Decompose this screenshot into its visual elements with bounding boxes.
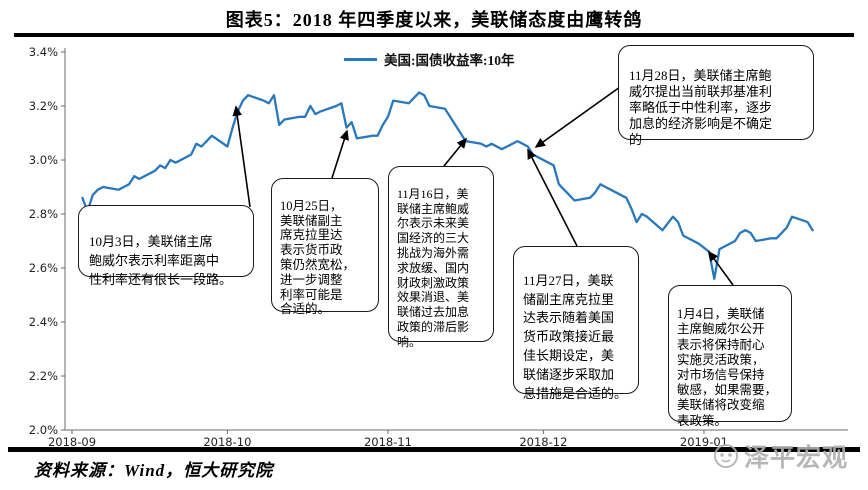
legend-line-swatch <box>344 57 377 61</box>
annotation-arrow <box>708 250 734 286</box>
bottom-divider <box>8 447 860 452</box>
y-tick-label: 3.4% <box>29 45 58 59</box>
callout-nov28: 11月28日，美联储主席鲍 威尔提出当前联邦基准利 率略低于中性利率，逐步 加息… <box>618 45 814 147</box>
brand-name: 泽平宏观 <box>744 445 849 472</box>
y-tick-label: 3.2% <box>29 99 58 113</box>
callout-jan4-text: 1月4日，美联储 主席鲍威尔公开 表示将保持耐心 实施灵活政策， 对市场信号保持… <box>677 307 778 428</box>
legend-label: 美国:国债收益率:10年 <box>384 53 515 68</box>
x-tick-label: 2018-09 <box>48 435 96 449</box>
callout-oct25: 10月25日， 美联储副主 席克拉里达 表示货币政 策仍然宽松， 进一步调整 利… <box>271 178 379 316</box>
annotation-arrow <box>443 137 468 167</box>
panda-circle-logo-icon <box>714 444 738 468</box>
y-tick-label: 2.6% <box>29 261 58 275</box>
x-tick-label: 2018-12 <box>519 435 567 449</box>
x-tick-label: 2018-11 <box>364 435 412 449</box>
x-tick-label: 2018-10 <box>203 435 251 449</box>
callout-nov28-text: 11月28日，美联储主席鲍 威尔提出当前联邦基准利 率略低于中性利率，逐步 加息… <box>629 68 773 147</box>
x-tick-label: 2019-01 <box>680 435 728 449</box>
annotation-arrow <box>527 148 578 247</box>
source-note: 资料来源：Wind，恒大研究院 <box>34 461 274 480</box>
y-tick-label: 2.4% <box>29 315 58 329</box>
callout-nov16: 11月16日，美 联储主席鲍威 尔表示未来美 国经济的三大 挑战为海外需 求放缓… <box>388 166 494 349</box>
y-tick-label: 3.0% <box>29 153 58 167</box>
annotation-arrow <box>232 105 251 208</box>
top-divider <box>14 33 854 37</box>
callout-nov16-text: 11月16日，美 联储主席鲍威 尔表示未来美 国经济的三大 挑战为海外需 求放缓… <box>397 186 470 349</box>
callout-oct3: 10月3日，美联储主席 鲍威尔表示利率距离中 性利率还有很长一段路。 <box>78 205 254 287</box>
chart-legend: 美国:国债收益率:10年 <box>344 49 515 69</box>
callout-oct3-text: 10月3日，美联储主席 鲍威尔表示利率距离中 性利率还有很长一段路。 <box>89 234 233 287</box>
y-tick-label: 2.8% <box>29 207 58 221</box>
callout-nov27-text: 11月27日，美联 储副主席克拉里 达表示随着美国 货币政策接近最 佳长期设定，… <box>523 272 628 401</box>
annotation-arrow <box>534 86 621 148</box>
yield-line <box>81 91 814 280</box>
callout-jan4: 1月4日，美联储 主席鲍威尔公开 表示将保持耐心 实施灵活政策， 对市场信号保持… <box>668 285 792 428</box>
annotation-arrow <box>331 129 349 179</box>
y-tick-label: 2.2% <box>29 369 58 383</box>
brand-watermark: 泽平宏观 <box>712 438 848 474</box>
page-title: 图表5：2018 年四季度以来，美联储态度由鹰转鸽 <box>225 10 643 30</box>
y-tick-label: 2.0% <box>29 423 58 437</box>
callout-oct25-text: 10月25日， 美联储副主 席克拉里达 表示货币政 策仍然宽松， 进一步调整 利… <box>280 198 356 317</box>
callout-nov27: 11月27日，美联 储副主席克拉里 达表示随着美国 货币政策接近最 佳长期设定，… <box>513 246 639 401</box>
